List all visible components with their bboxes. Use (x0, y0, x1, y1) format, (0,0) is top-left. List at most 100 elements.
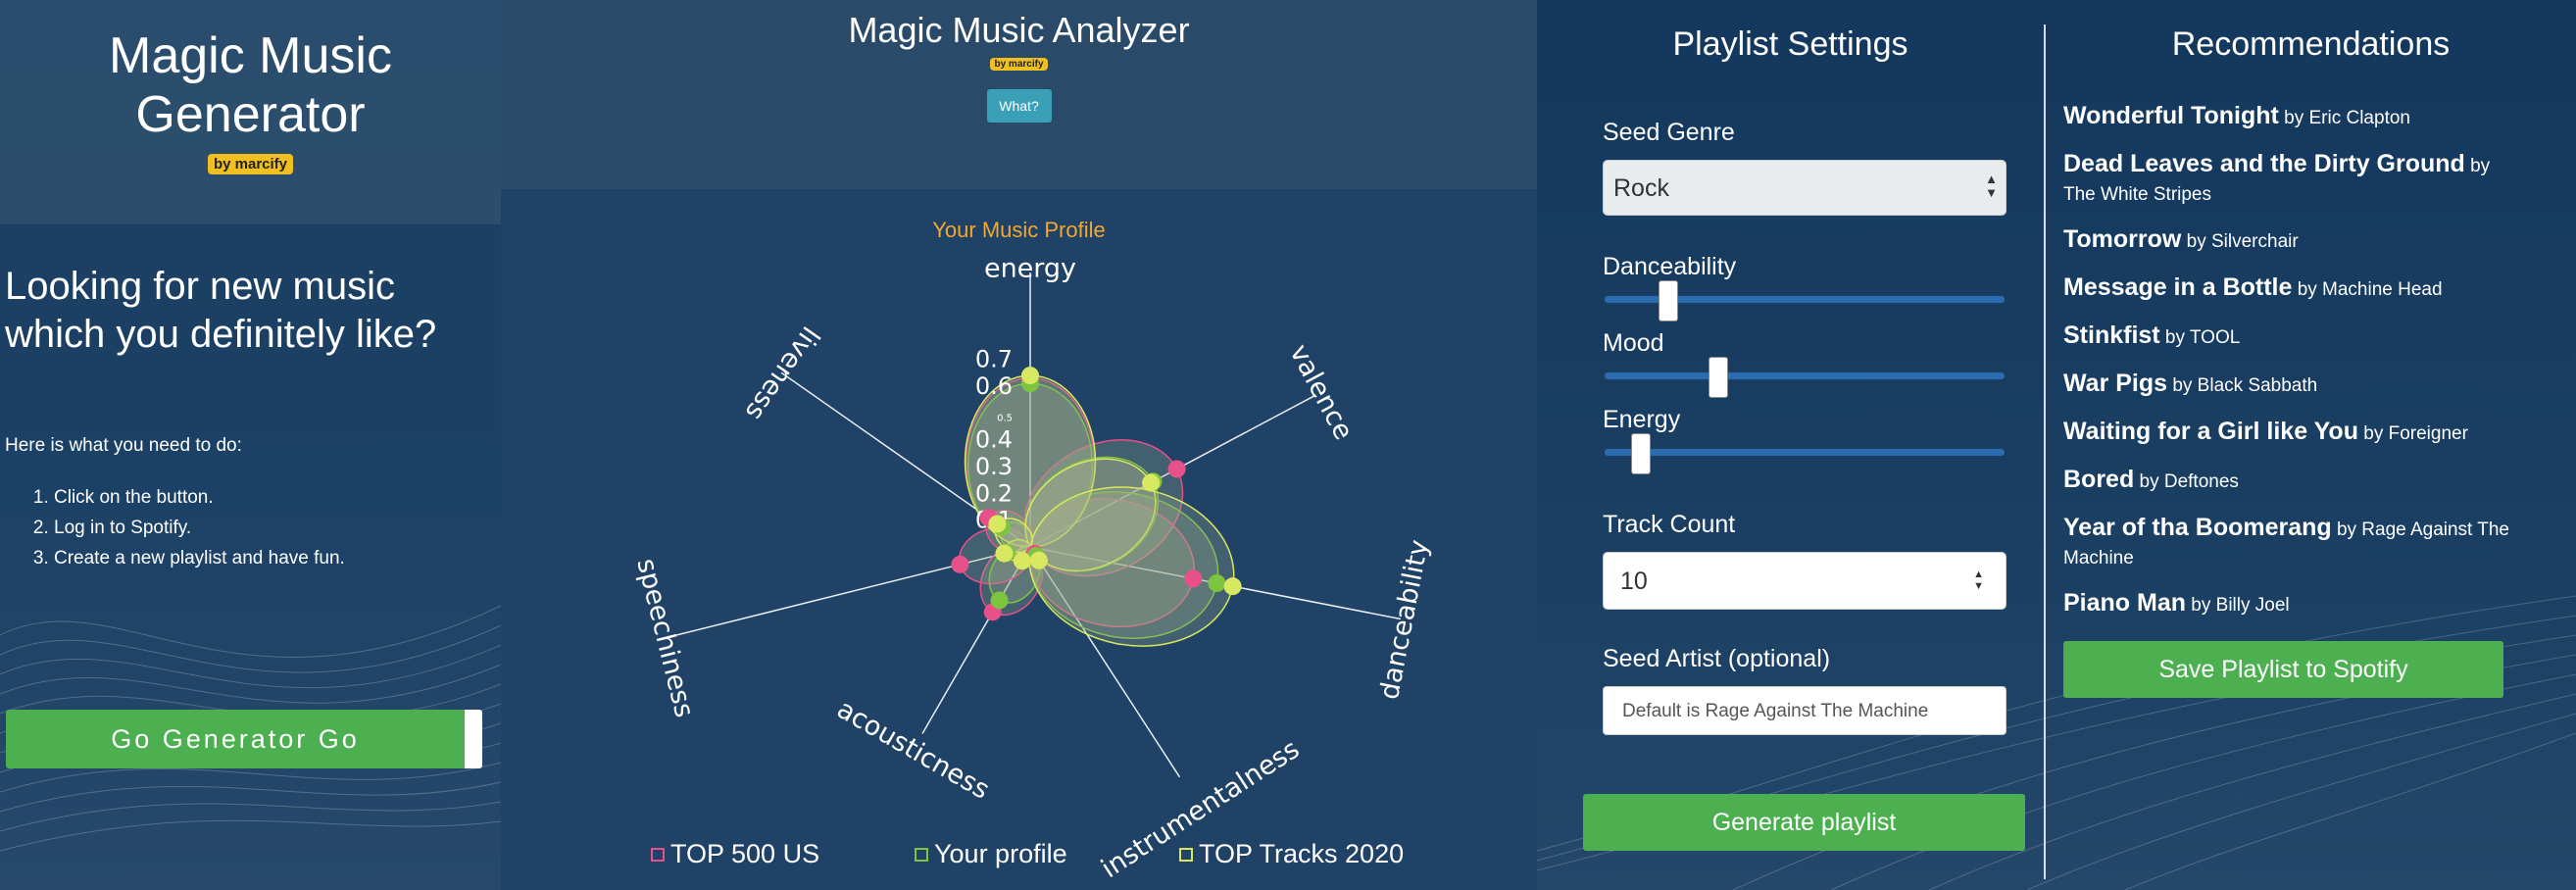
track-artist: by Machine Head (2297, 279, 2443, 300)
track-title: Stinkfist (2063, 321, 2160, 349)
recommendation-item: Piano Man by Billy Joel (2063, 589, 2524, 619)
danceability-slider[interactable] (1603, 280, 2006, 321)
radar-data-point (988, 515, 1007, 533)
playlist-panel: Playlist Settings Seed Genre Rock ▲ ▼ Dan… (1537, 0, 2576, 890)
legend-label: TOP Tracks 2020 (1199, 839, 1405, 868)
radar-chart: 0.10.20.30.40.50.60.7energyvalencedancea… (630, 254, 1435, 885)
seed-artist-input[interactable]: Default is Rage Against The Machine (1603, 686, 2006, 735)
slider-thumb[interactable] (1658, 280, 1678, 321)
track-title: Piano Man (2063, 589, 2187, 617)
generator-panel: Magic Music Generator by marcify Looking… (0, 0, 501, 890)
track-artist: by Foreigner (2363, 423, 2468, 444)
track-title: Tomorrow (2063, 225, 2182, 253)
radar-axis-label: valence (1283, 340, 1359, 445)
radar-data-point (995, 544, 1014, 563)
legend-label: TOP 500 US (670, 839, 820, 868)
radar-data-point (1208, 574, 1226, 593)
seed-artist-label: Seed Artist (optional) (1603, 645, 1831, 672)
track-artist: by Black Sabbath (2172, 375, 2318, 396)
chart-title: Your Music Profile (932, 218, 1106, 242)
author-badge: by marcify (207, 154, 294, 174)
energy-slider[interactable] (1603, 433, 2006, 474)
legend-swatch (651, 847, 665, 862)
instructions-intro: Here is what you need to do: (5, 435, 242, 456)
step-item: Log in to Spotify. (54, 513, 345, 543)
radial-tick-label: 0.5 (997, 413, 1013, 423)
analyzer-panel: Magic Music Analyzer by marcify What? Yo… (501, 0, 1537, 890)
seed-genre-select[interactable]: Rock ▲ ▼ (1603, 160, 2006, 216)
radar-axis-label: energy (984, 254, 1076, 284)
radar-axis-label: acousticness (831, 694, 994, 806)
track-title: Message in a Bottle (2063, 273, 2293, 301)
radial-tick-label: 0.2 (975, 479, 1013, 507)
radial-tick-label: 0.7 (975, 346, 1013, 373)
generator-header: Magic Music Generator by marcify (0, 0, 501, 224)
track-title: Year of tha Boomerang (2063, 514, 2332, 541)
step-item: Click on the button. (54, 482, 345, 513)
recommendation-item: Stinkfist by TOOL (2063, 321, 2524, 352)
energy-label: Energy (1603, 406, 1681, 433)
radial-tick-label: 0.6 (975, 372, 1013, 400)
track-count-value: 10 (1620, 568, 1648, 595)
slider-thumb[interactable] (1631, 433, 1652, 474)
radar-data-point (951, 555, 969, 573)
radar-axis-line (664, 546, 1031, 639)
track-title: Wonderful Tonight (2063, 102, 2279, 129)
track-count-label: Track Count (1603, 511, 1736, 538)
legend-item-your-profile: Your profile (915, 839, 1067, 869)
track-title: Dead Leaves and the Dirty Ground (2063, 150, 2465, 177)
radar-axis-label: danceability (1374, 537, 1435, 702)
radial-tick-label: 0.3 (975, 453, 1013, 480)
legend-label: Your profile (934, 839, 1067, 868)
radar-data-point (1029, 551, 1048, 569)
track-title: Bored (2063, 466, 2135, 493)
analyzer-header: Magic Music Analyzer by marcify What? (501, 0, 1537, 189)
recommendation-item: Message in a Bottle by Machine Head (2063, 273, 2524, 304)
track-artist: by The White Stripes (2063, 156, 2491, 205)
generate-playlist-button[interactable]: Generate playlist (1583, 794, 2025, 851)
step-item: Create a new playlist and have fun. (54, 543, 345, 573)
danceability-label: Danceability (1603, 253, 1737, 280)
slider-thumb[interactable] (1708, 357, 1728, 398)
radar-data-point (1013, 552, 1031, 570)
track-title: War Pigs (2063, 370, 2168, 397)
author-badge: by marcify (990, 58, 1048, 71)
save-playlist-button[interactable]: Save Playlist to Spotify (2063, 641, 2503, 698)
radar-axis-label: liveness (739, 321, 825, 425)
legend-item-top500: TOP 500 US (651, 839, 819, 869)
recommendation-item: Wonderful Tonight by Eric Clapton (2063, 102, 2524, 132)
stepper-arrows-icon[interactable]: ▲ ▼ (1973, 569, 1984, 592)
radar-data-point (990, 591, 1009, 610)
seed-genre-value: Rock (1613, 174, 1669, 202)
recommendations-title: Recommendations (2171, 25, 2451, 63)
analyzer-title: Magic Music Analyzer (848, 10, 1190, 50)
radar-data-point (1167, 460, 1186, 478)
radar-data-point (1142, 473, 1161, 492)
mood-label: Mood (1603, 329, 1664, 357)
mood-slider[interactable] (1603, 357, 2006, 398)
go-generator-button[interactable]: Go Generator Go (6, 710, 482, 768)
seed-genre-label: Seed Genre (1603, 119, 1735, 146)
track-count-input[interactable]: 10 ▲ ▼ (1603, 552, 2006, 610)
recommendation-item: Waiting for a Girl like You by Foreigner (2063, 418, 2524, 448)
recommendation-item: Tomorrow by Silverchair (2063, 225, 2524, 256)
instruction-steps: Click on the button. Log in to Spotify. … (54, 482, 345, 573)
track-artist: by Billy Joel (2191, 595, 2290, 616)
recommendation-item: Dead Leaves and the Dirty Ground by The … (2063, 150, 2524, 209)
radar-data-point (1021, 367, 1039, 385)
track-artist: by Deftones (2139, 471, 2239, 492)
track-artist: by Eric Clapton (2284, 108, 2410, 128)
radar-axis-line (1029, 546, 1181, 778)
legend-item-top-tracks: TOP Tracks 2020 (1179, 839, 1404, 869)
track-artist: by TOOL (2164, 327, 2241, 348)
recommendation-item: Year of tha Boomerang by Rage Against Th… (2063, 514, 2524, 572)
track-artist: by Silverchair (2186, 231, 2299, 252)
lead-heading: Looking for new music which you definite… (5, 265, 437, 356)
track-artist: by Rage Against The Machine (2063, 519, 2509, 569)
wave-background-decoration (0, 605, 501, 852)
settings-title: Playlist Settings (1672, 25, 1908, 63)
what-button[interactable]: What? (986, 89, 1052, 123)
radar-data-point (1223, 577, 1242, 596)
radar-axis-label: speechiness (630, 556, 699, 720)
column-divider (2044, 25, 2046, 879)
